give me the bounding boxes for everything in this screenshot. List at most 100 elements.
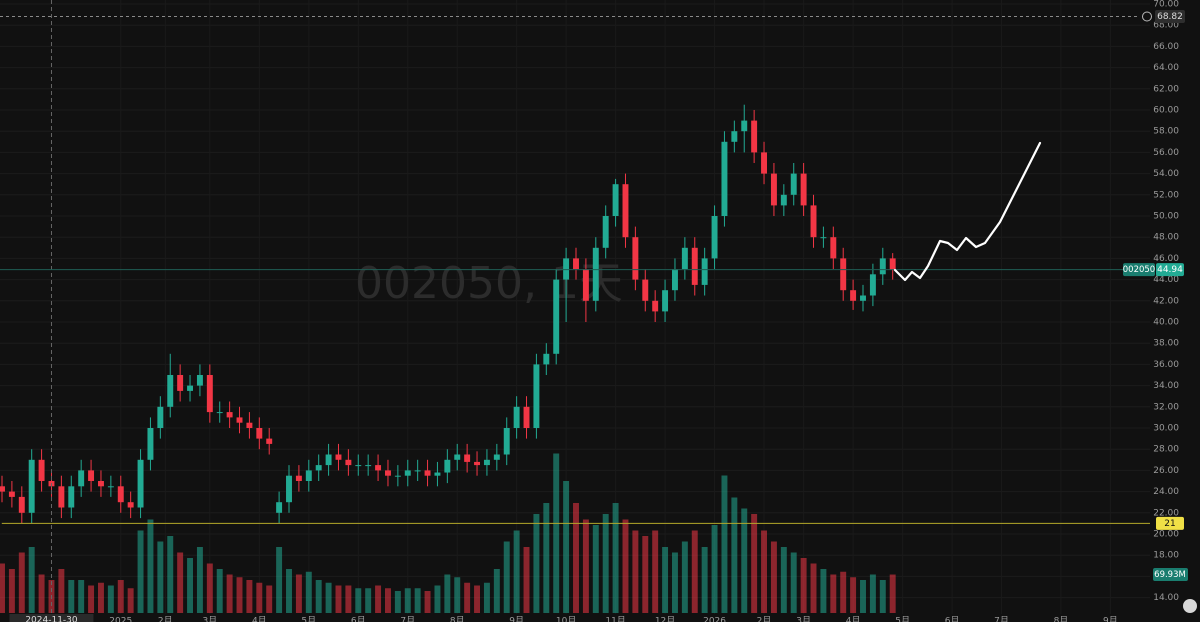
volume-bar <box>147 519 154 613</box>
volume-bar <box>790 552 797 613</box>
candle-body <box>266 438 273 444</box>
candle-body <box>543 353 550 365</box>
volume-bar <box>365 588 372 613</box>
price-axis: 70.00 68.00 66.00 64.00 62.00 60.00 58.00 56.00… <box>109 0 1188 622</box>
candle-body <box>305 470 312 481</box>
volume-bar <box>889 574 896 613</box>
candle-body <box>38 459 45 481</box>
y-tick-label: 60.00 <box>1153 106 1179 116</box>
candle-body <box>335 454 342 460</box>
candle-body <box>503 428 510 455</box>
candles <box>0 104 896 524</box>
volume-bar <box>375 585 382 613</box>
candle-body <box>830 237 837 259</box>
y-tick-label: 58.00 <box>1153 127 1179 137</box>
candle-body <box>295 475 302 481</box>
volume-bar <box>325 582 332 613</box>
candle-body <box>444 459 451 473</box>
x-tick-label: 4月 <box>846 616 861 622</box>
candle-body <box>820 237 827 239</box>
volume-label: 69.93M <box>1154 570 1186 580</box>
y-tick-label: 64.00 <box>1153 63 1179 73</box>
y-tick-label: 50.00 <box>1153 212 1179 222</box>
candle-body <box>236 417 243 423</box>
candle-body <box>127 502 134 508</box>
candle-body <box>642 279 649 301</box>
volume-bar <box>434 585 441 613</box>
candle-body <box>355 465 362 467</box>
volume-bar <box>0 563 5 613</box>
volume-bar <box>840 571 847 613</box>
candle-body <box>622 184 629 238</box>
volume-bar <box>38 574 45 613</box>
volume-bar <box>117 580 124 613</box>
candle-body <box>711 216 718 259</box>
volume-bar <box>464 582 471 613</box>
volume-bar <box>523 547 530 613</box>
volume-bar <box>68 580 75 613</box>
y-tick-label: 40.00 <box>1153 318 1179 328</box>
volume-bar <box>563 481 570 613</box>
candle-body <box>78 470 85 487</box>
volume-bar <box>276 547 283 613</box>
candle-body <box>0 486 5 492</box>
candle-body <box>375 465 382 471</box>
x-tick-label: 2月 <box>158 616 173 622</box>
candle-body <box>394 475 401 477</box>
scroll-button[interactable] <box>1183 599 1197 613</box>
candle-body <box>216 412 223 414</box>
x-tick-label: 3月 <box>202 616 217 622</box>
candle-body <box>177 375 184 391</box>
candle-body <box>563 258 570 280</box>
volume-bar <box>157 541 164 613</box>
x-tick-label: 6月 <box>351 616 366 622</box>
volume-bar <box>78 580 85 613</box>
alert-badge <box>1155 10 1185 24</box>
candle-body <box>58 486 65 508</box>
candle-body <box>889 258 896 270</box>
candle-body <box>662 290 669 312</box>
volume-bar <box>642 536 649 613</box>
candle-body <box>770 173 777 206</box>
candle-body <box>592 247 599 301</box>
volume-badge <box>1153 568 1188 582</box>
alert-icon <box>1142 11 1152 22</box>
volume-bar <box>503 541 510 613</box>
drawn-projection <box>893 141 1042 282</box>
volume-bar <box>236 577 243 613</box>
volume-bar <box>127 588 134 613</box>
x-tick-label: 9月 <box>1103 616 1118 622</box>
candle-body <box>315 465 322 471</box>
price-badge <box>1156 263 1184 277</box>
candle-body <box>167 375 174 407</box>
volume-bar <box>691 530 698 613</box>
volume-bar <box>187 558 194 613</box>
candle-body <box>879 258 886 275</box>
volume-bar <box>543 503 550 613</box>
volume-bar <box>573 503 579 613</box>
volume-bar <box>761 530 768 613</box>
symbol-badge <box>1123 263 1155 277</box>
y-tick-label: 54.00 <box>1153 169 1179 179</box>
volume-bar <box>850 577 857 613</box>
low-value: 21 <box>1164 519 1175 529</box>
volume-bar <box>196 547 203 613</box>
volume-bar <box>711 525 718 613</box>
y-tick-label: 38.00 <box>1153 339 1179 349</box>
x-tick-label: 11月 <box>605 616 625 622</box>
candle-body <box>137 459 144 508</box>
candle-body <box>246 422 253 428</box>
candle-body <box>800 173 807 206</box>
volume-bar <box>345 585 352 613</box>
volume-bar <box>167 536 174 613</box>
volume-bar <box>751 514 758 613</box>
volume-bar <box>701 547 708 613</box>
candle-body <box>196 375 203 386</box>
y-tick-label: 44.00 <box>1153 275 1179 285</box>
y-tick-label: 66.00 <box>1153 42 1179 52</box>
watermark: 002050, 1天 <box>355 258 623 309</box>
volume-bar <box>335 585 342 613</box>
symbol-label: 002050 <box>1123 265 1155 275</box>
volume-bar <box>266 585 273 613</box>
